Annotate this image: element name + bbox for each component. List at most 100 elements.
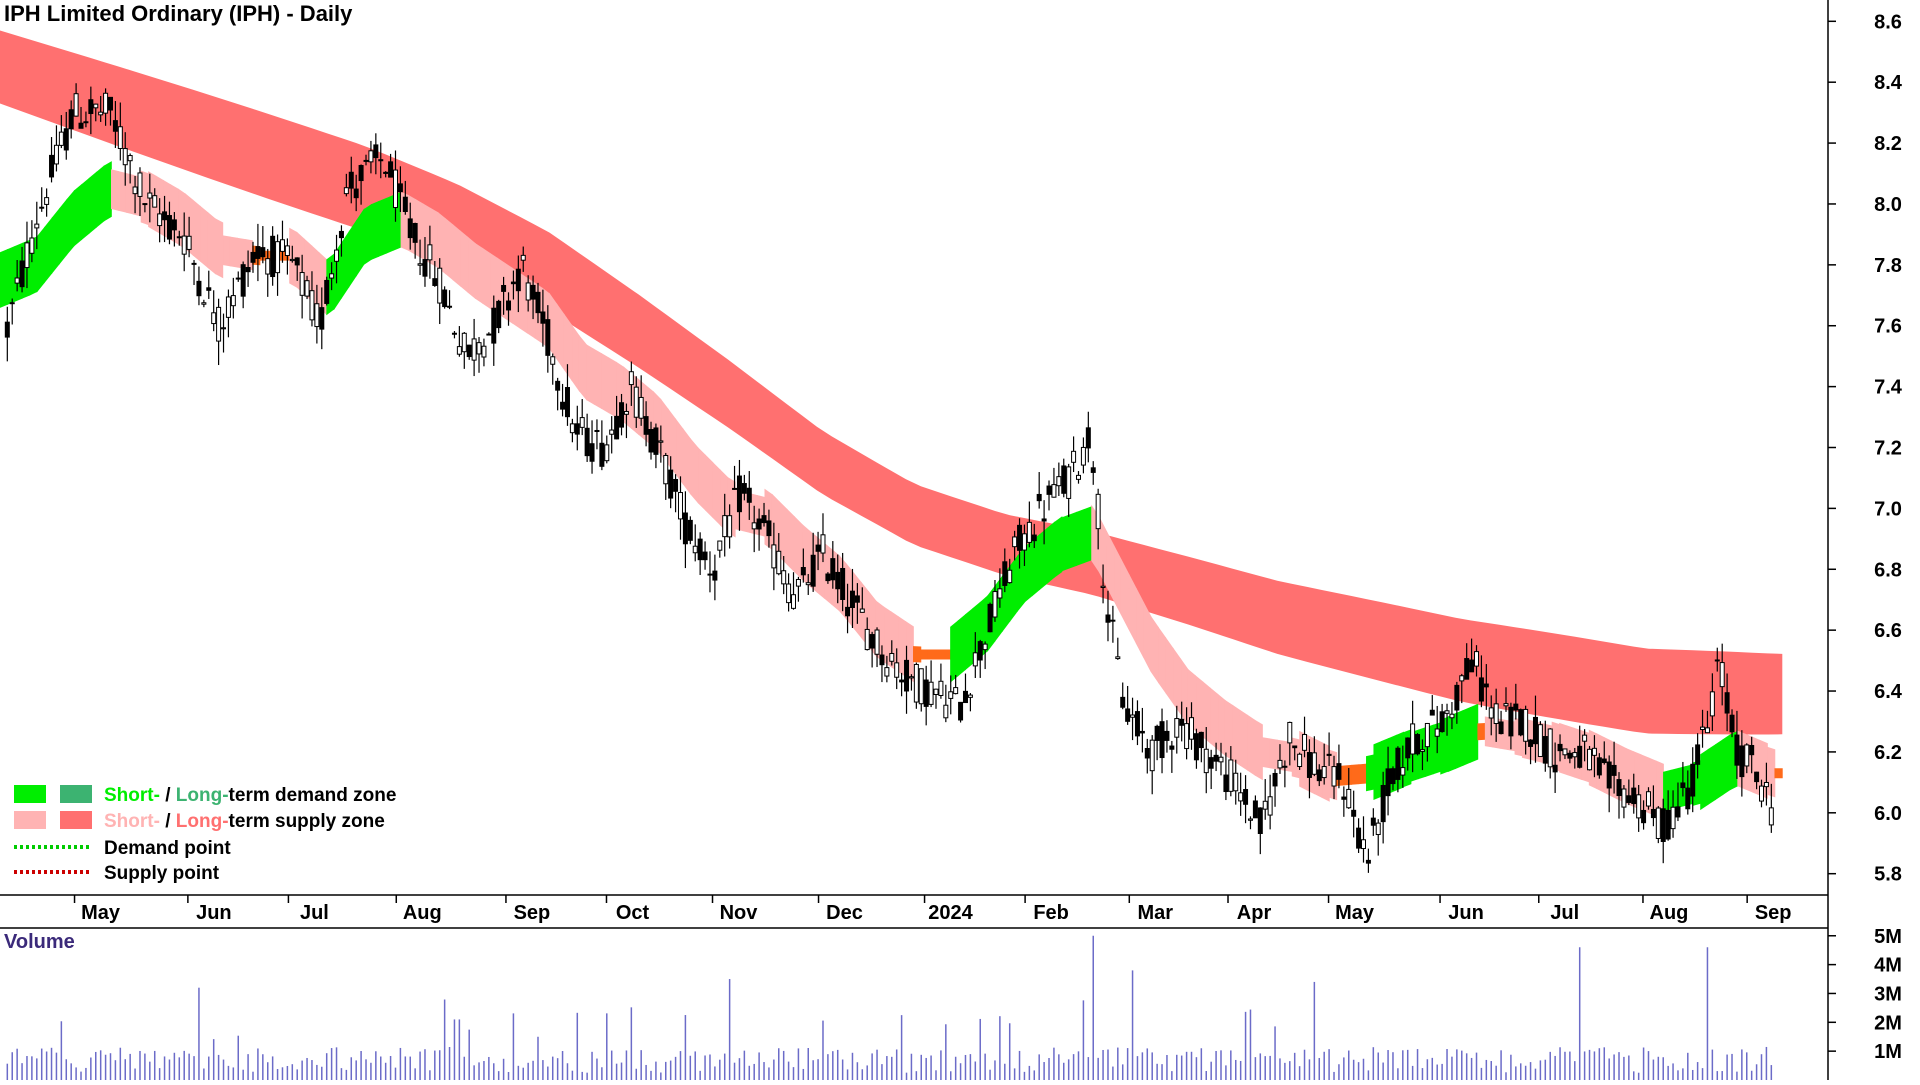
candle-body (107, 96, 113, 111)
candle-body (1474, 651, 1480, 667)
short-term-supply-segment (786, 508, 796, 573)
legend-demand-rest: term demand zone (229, 785, 397, 806)
candle-body (835, 571, 841, 590)
candle-body (348, 171, 354, 189)
candle-body (1247, 818, 1253, 821)
short-term-demand-segment (1470, 703, 1479, 763)
candle-body (550, 356, 556, 365)
candle-body (1139, 730, 1145, 734)
short-term-supply-segment (608, 357, 617, 418)
candle-body (392, 169, 398, 208)
candle-body (938, 680, 944, 696)
candle-body (476, 342, 482, 355)
candle-body (628, 371, 634, 386)
candle-body (658, 440, 664, 443)
candle-body (1552, 764, 1558, 773)
candle-body (962, 690, 968, 704)
candle-body (1680, 782, 1686, 789)
x-tick-label: Jul (1550, 902, 1579, 924)
candle-body (840, 567, 846, 600)
candle-body (1336, 763, 1342, 780)
candle-body (1007, 569, 1013, 584)
candle-body (751, 522, 757, 530)
candle-body (1626, 795, 1632, 803)
candle-body (943, 704, 949, 719)
volume-tick-label: 1M (1874, 1041, 1902, 1063)
candle-body (83, 121, 89, 124)
candle-body (1012, 536, 1018, 548)
candle-body (1439, 711, 1445, 733)
candle-body (1051, 484, 1057, 498)
candle-body (1134, 711, 1140, 737)
candle-body (270, 235, 276, 278)
short-term-supply-segment (214, 218, 224, 279)
short-term-supply-segment (1158, 626, 1167, 695)
candle-body (88, 99, 94, 115)
candle-body (520, 254, 526, 261)
y-tick-label: 8.0 (1874, 194, 1902, 216)
legend: Short- / Long-term demand zone Short- / … (14, 785, 396, 884)
candle-body (255, 246, 261, 259)
candle-body (324, 279, 330, 304)
candle-body (849, 590, 855, 609)
legend-supply-short: Short- (104, 811, 160, 832)
candle-body (206, 287, 212, 291)
short-term-supply-segment (110, 169, 120, 211)
legend-long-demand-swatch (60, 785, 92, 803)
short-term-supply-segment (571, 324, 580, 392)
candle-body (506, 300, 512, 311)
zone-bands (0, 30, 1783, 820)
candle-body (928, 681, 934, 705)
candle-body (481, 345, 487, 358)
candle-body (1203, 748, 1209, 774)
candle-body (702, 551, 708, 561)
candle-body (1174, 718, 1180, 738)
candle-body (1154, 725, 1160, 741)
candle-body (633, 386, 639, 418)
legend-supply-rest: term supply zone (229, 811, 385, 832)
candle-body (260, 247, 266, 258)
legend-demand-point-label: Demand point (104, 838, 231, 859)
short-term-supply-segment (556, 303, 565, 371)
candle-body (211, 312, 217, 325)
short-term-supply-segment (1172, 647, 1182, 716)
short-term-neutral-segment (1774, 768, 1783, 779)
x-tick-label: Nov (720, 902, 759, 924)
candle-body (1591, 747, 1597, 756)
candle-body (584, 427, 590, 457)
candle-body (1660, 808, 1666, 842)
candle-body (73, 93, 79, 117)
short-term-demand-segment (81, 177, 90, 241)
short-term-demand-segment (356, 208, 365, 277)
candle-body (825, 573, 831, 582)
candle-body (1026, 521, 1032, 543)
short-term-demand-segment (950, 620, 959, 683)
candle-body (1724, 692, 1730, 714)
volume-tick-label: 5M (1874, 926, 1902, 948)
short-term-demand-segment (1663, 769, 1672, 812)
candle-body (1252, 800, 1258, 819)
short-term-demand-segment (1722, 734, 1731, 796)
short-term-supply-segment (192, 199, 201, 263)
candle-body (1164, 730, 1170, 741)
legend-demand-short: Short- (104, 785, 160, 806)
candle-body (879, 654, 885, 666)
candle-body (805, 582, 811, 586)
short-term-supply-segment (207, 211, 216, 275)
candle-body (309, 290, 315, 321)
short-term-supply-segment (474, 242, 484, 305)
candle-body (373, 144, 379, 159)
candle-body (933, 688, 939, 696)
candle-body (1326, 753, 1332, 756)
candle-body (736, 475, 742, 513)
candle-body (1709, 691, 1715, 717)
candle-body (442, 289, 448, 308)
short-term-supply-segment (1195, 675, 1204, 738)
candle-body (1734, 734, 1740, 766)
candle-body (363, 159, 369, 162)
short-term-neutral-segment (1477, 722, 1486, 741)
candle-body (717, 540, 723, 551)
candle-body (176, 236, 182, 239)
legend-supply-sep: / (160, 811, 176, 832)
